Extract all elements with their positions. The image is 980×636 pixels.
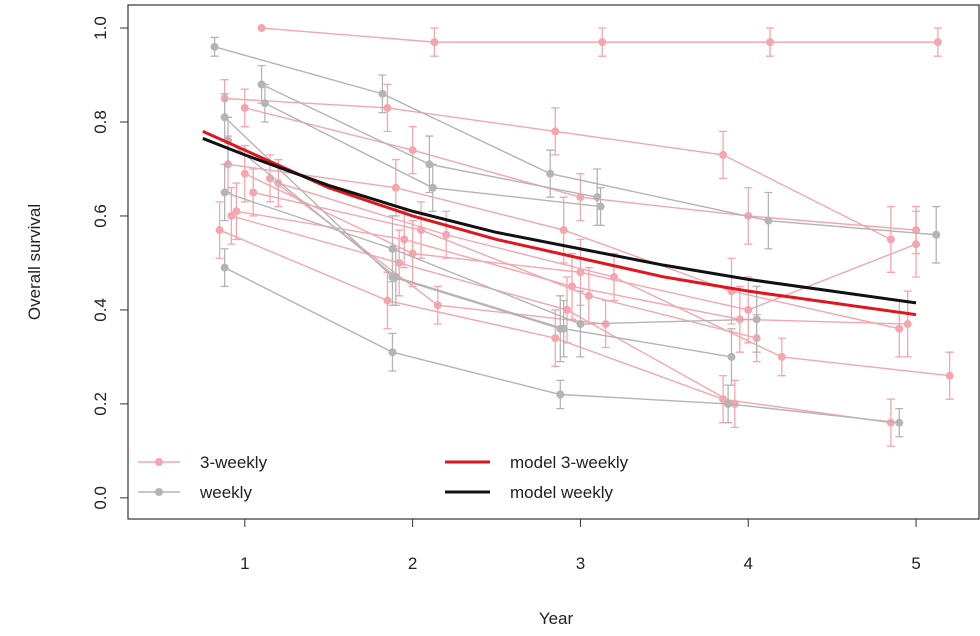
study-point bbox=[391, 273, 400, 282]
study-point bbox=[240, 169, 249, 178]
y-tick-label: 0.0 bbox=[91, 486, 110, 510]
study-point bbox=[598, 38, 607, 47]
x-tick-label: 1 bbox=[240, 554, 249, 573]
study-point bbox=[609, 273, 618, 282]
study-point bbox=[945, 371, 954, 380]
study-point bbox=[912, 240, 921, 249]
study-point bbox=[546, 169, 555, 178]
study-point bbox=[551, 127, 560, 136]
y-tick-label: 1.0 bbox=[91, 16, 110, 40]
legend-label: weekly bbox=[199, 483, 252, 502]
legend-marker bbox=[155, 458, 163, 466]
study-point bbox=[220, 188, 229, 197]
study-point bbox=[719, 150, 728, 159]
study-line bbox=[253, 191, 757, 339]
study-point bbox=[417, 226, 426, 235]
study-point bbox=[895, 418, 904, 427]
study-point bbox=[576, 320, 585, 329]
study-point bbox=[220, 263, 229, 272]
study-line bbox=[227, 140, 732, 358]
study-point bbox=[430, 38, 439, 47]
study-point bbox=[227, 211, 236, 220]
study-point bbox=[719, 395, 728, 404]
x-tick-label: 3 bbox=[576, 554, 585, 573]
study-point bbox=[260, 99, 269, 108]
study-point bbox=[391, 183, 400, 192]
legend-label: model 3-weekly bbox=[510, 453, 629, 472]
study-point bbox=[724, 399, 733, 408]
study-line bbox=[231, 215, 736, 405]
study-point bbox=[240, 103, 249, 112]
study-point bbox=[383, 296, 392, 305]
study-point bbox=[442, 230, 451, 239]
study-point bbox=[593, 193, 602, 202]
study-point bbox=[232, 207, 241, 216]
study-point bbox=[903, 320, 912, 329]
legend-label: model weekly bbox=[510, 483, 613, 502]
study-point bbox=[274, 179, 283, 188]
study-point bbox=[556, 390, 565, 399]
study-point bbox=[932, 230, 941, 239]
study-point bbox=[388, 348, 397, 357]
study-point bbox=[249, 188, 258, 197]
x-axis-label: Year bbox=[539, 609, 574, 628]
study-point bbox=[433, 301, 442, 310]
study-point bbox=[408, 146, 417, 155]
study-point bbox=[395, 258, 404, 267]
study-point bbox=[383, 103, 392, 112]
study-line bbox=[224, 191, 757, 325]
legend-label: 3-weekly bbox=[200, 453, 268, 472]
y-tick-label: 0.6 bbox=[91, 204, 110, 228]
study-point bbox=[596, 202, 605, 211]
model-line bbox=[202, 137, 917, 305]
study-point bbox=[576, 193, 585, 202]
study-point bbox=[210, 42, 219, 51]
study-point bbox=[559, 226, 568, 235]
study-point bbox=[551, 334, 560, 343]
y-axis-label: Overall survival bbox=[25, 204, 44, 320]
study-line bbox=[214, 46, 937, 236]
study-point bbox=[886, 418, 895, 427]
study-point bbox=[886, 235, 895, 244]
study-point bbox=[730, 399, 739, 408]
study-point bbox=[576, 268, 585, 277]
x-tick-label: 2 bbox=[408, 554, 417, 573]
study-point bbox=[764, 216, 773, 225]
study-point bbox=[400, 235, 409, 244]
study-point bbox=[777, 352, 786, 361]
legend-marker bbox=[155, 488, 163, 496]
study-point bbox=[428, 183, 437, 192]
x-tick-label: 4 bbox=[744, 554, 753, 573]
study-point bbox=[215, 226, 224, 235]
study-point bbox=[895, 324, 904, 333]
study-point bbox=[766, 38, 775, 47]
study-point bbox=[257, 24, 266, 33]
y-tick-label: 0.4 bbox=[91, 298, 110, 322]
y-tick-label: 0.2 bbox=[91, 392, 110, 416]
x-tick-label: 5 bbox=[911, 554, 920, 573]
study-point bbox=[563, 305, 572, 314]
study-point bbox=[559, 324, 568, 333]
y-tick-label: 0.8 bbox=[91, 110, 110, 134]
study-point bbox=[584, 291, 593, 300]
study-point bbox=[378, 89, 387, 98]
study-point bbox=[933, 38, 942, 47]
study-point bbox=[752, 315, 761, 324]
study-point bbox=[744, 305, 753, 314]
study-point bbox=[727, 352, 736, 361]
